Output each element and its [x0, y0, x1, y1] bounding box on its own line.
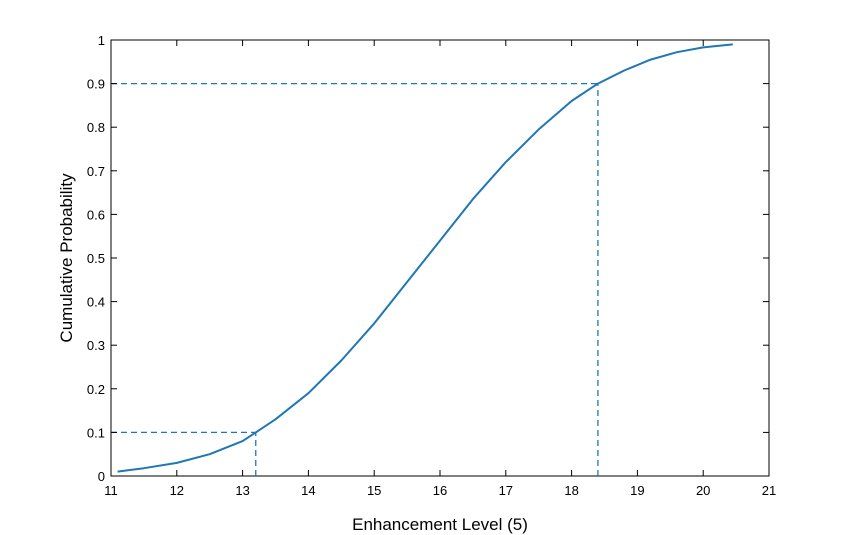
y-tick-label: 0.7	[87, 164, 105, 179]
x-tick-label: 12	[170, 483, 184, 498]
x-tick-label: 17	[499, 483, 513, 498]
y-tick-label: 0.9	[87, 77, 105, 92]
x-tick-label: 19	[630, 483, 644, 498]
plot-area	[110, 39, 770, 477]
x-tick-label: 13	[235, 483, 249, 498]
x-tick-label: 18	[564, 483, 578, 498]
x-axis-label: Enhancement Level (5)	[352, 515, 528, 534]
x-tick-label: 21	[762, 483, 776, 498]
reference-lines	[111, 82, 599, 476]
x-tick-label: 11	[104, 483, 118, 498]
y-tick-label: 1	[98, 33, 105, 48]
ticks-group: 11 12 13 14 15 16 17 18 19 20 21 0 0.1 0.2 0.3 0.4 0.5 0.…	[87, 33, 776, 498]
y-tick-label: 0.8	[87, 120, 105, 135]
cdf-line	[117, 43, 733, 473]
y-tick-label: 0.3	[87, 338, 105, 353]
x-tick-label: 14	[301, 483, 315, 498]
y-tick-label: 0.2	[87, 382, 105, 397]
x-tick-label: 20	[696, 483, 710, 498]
x-tick-label: 16	[433, 483, 447, 498]
y-tick-label: 0.4	[87, 295, 105, 310]
x-tick-label: 15	[367, 483, 381, 498]
y-tick-label: 0.6	[87, 207, 105, 222]
y-axis-label: Cumulative Probability	[57, 173, 76, 343]
series-group	[117, 43, 733, 473]
y-tick-label: 0.5	[87, 251, 105, 266]
y-tick-label: 0	[98, 469, 105, 484]
y-tick-label: 0.1	[87, 425, 105, 440]
